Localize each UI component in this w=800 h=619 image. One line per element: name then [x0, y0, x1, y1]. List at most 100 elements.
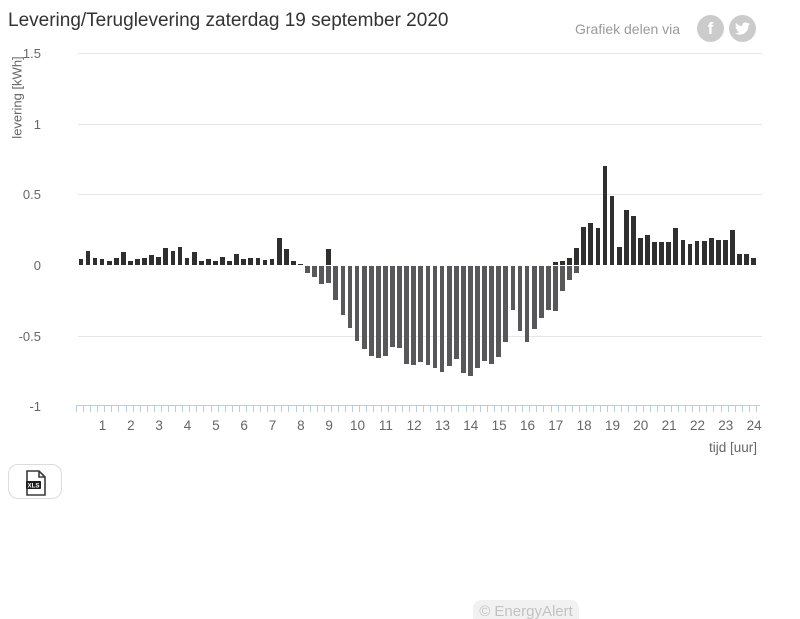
- bar-levering[interactable]: [701, 240, 707, 265]
- bar-teruglevering[interactable]: [574, 266, 580, 274]
- bar-teruglevering[interactable]: [432, 266, 438, 368]
- bar-levering[interactable]: [645, 235, 650, 265]
- bar-teruglevering[interactable]: [538, 266, 544, 319]
- bar-teruglevering[interactable]: [383, 266, 388, 357]
- bar-levering[interactable]: [234, 253, 240, 265]
- bar-teruglevering[interactable]: [404, 266, 410, 364]
- bar-teruglevering[interactable]: [411, 266, 417, 365]
- bar-levering[interactable]: [213, 260, 218, 265]
- bar-levering[interactable]: [177, 246, 183, 265]
- bar-levering[interactable]: [623, 209, 629, 265]
- bar-levering[interactable]: [652, 242, 657, 265]
- bar-levering[interactable]: [602, 166, 608, 265]
- bar-teruglevering[interactable]: [375, 266, 381, 358]
- bar-teruglevering[interactable]: [390, 266, 395, 347]
- bar-levering[interactable]: [687, 243, 693, 265]
- bar-levering[interactable]: [142, 257, 147, 265]
- bar-teruglevering[interactable]: [354, 266, 360, 341]
- bar-teruglevering[interactable]: [545, 266, 551, 310]
- bar-levering[interactable]: [184, 257, 190, 265]
- bar-teruglevering[interactable]: [496, 266, 502, 358]
- bar-levering[interactable]: [588, 222, 594, 265]
- bar-teruglevering[interactable]: [333, 266, 339, 300]
- bar-levering[interactable]: [85, 250, 91, 265]
- bar-teruglevering[interactable]: [340, 266, 346, 316]
- bar-levering[interactable]: [680, 239, 686, 265]
- bar-levering[interactable]: [595, 228, 601, 265]
- bar-levering[interactable]: [255, 257, 261, 265]
- bar-levering[interactable]: [673, 228, 679, 265]
- bar-teruglevering[interactable]: [425, 266, 431, 365]
- bar-teruglevering[interactable]: [397, 266, 402, 348]
- bar-levering[interactable]: [170, 250, 176, 265]
- bar-levering[interactable]: [163, 248, 169, 265]
- bar-levering[interactable]: [120, 252, 126, 265]
- bar-levering[interactable]: [298, 263, 303, 265]
- bar-levering[interactable]: [262, 260, 268, 265]
- bar-levering[interactable]: [744, 254, 750, 265]
- bar-levering[interactable]: [616, 246, 622, 265]
- share-twitter-button[interactable]: [729, 15, 756, 42]
- bar-levering[interactable]: [723, 240, 728, 265]
- bar-levering[interactable]: [553, 262, 558, 265]
- bar-levering[interactable]: [290, 260, 296, 265]
- bar-levering[interactable]: [198, 260, 204, 265]
- bar-teruglevering[interactable]: [305, 266, 310, 274]
- bar-levering[interactable]: [227, 260, 232, 265]
- bar-teruglevering[interactable]: [460, 266, 466, 374]
- bar-levering[interactable]: [276, 238, 282, 265]
- bar-teruglevering[interactable]: [361, 266, 367, 350]
- bar-teruglevering[interactable]: [347, 266, 353, 329]
- bar-levering[interactable]: [326, 249, 332, 265]
- bar-teruglevering[interactable]: [503, 266, 509, 343]
- bar-levering[interactable]: [248, 257, 254, 265]
- bar-teruglevering[interactable]: [524, 266, 530, 343]
- bar-levering[interactable]: [737, 254, 742, 265]
- bar-levering[interactable]: [751, 257, 757, 265]
- bar-levering[interactable]: [659, 242, 665, 265]
- bar-levering[interactable]: [241, 259, 247, 265]
- bar-teruglevering[interactable]: [312, 266, 317, 278]
- download-xls-button[interactable]: XLS: [8, 464, 62, 499]
- bar-levering[interactable]: [128, 260, 133, 265]
- bar-levering[interactable]: [609, 195, 615, 265]
- bar-teruglevering[interactable]: [531, 266, 537, 329]
- bar-teruglevering[interactable]: [489, 266, 495, 365]
- bar-teruglevering[interactable]: [482, 266, 487, 361]
- bar-levering[interactable]: [638, 238, 643, 265]
- bar-levering[interactable]: [106, 260, 112, 265]
- bar-teruglevering[interactable]: [326, 266, 332, 283]
- bar-levering[interactable]: [581, 226, 587, 265]
- bar-levering[interactable]: [730, 230, 735, 265]
- bar-levering[interactable]: [694, 240, 700, 265]
- bar-teruglevering[interactable]: [553, 266, 558, 312]
- bar-levering[interactable]: [99, 259, 105, 265]
- bar-levering[interactable]: [715, 240, 721, 265]
- bar-levering[interactable]: [708, 238, 714, 265]
- bar-levering[interactable]: [78, 259, 84, 265]
- bar-teruglevering[interactable]: [439, 266, 445, 373]
- bar-levering[interactable]: [92, 257, 98, 265]
- bar-levering[interactable]: [574, 248, 580, 265]
- bar-levering[interactable]: [666, 242, 672, 265]
- share-facebook-button[interactable]: f: [697, 15, 724, 42]
- bar-levering[interactable]: [113, 257, 119, 265]
- bar-teruglevering[interactable]: [560, 266, 565, 292]
- bar-teruglevering[interactable]: [319, 266, 325, 285]
- bar-teruglevering[interactable]: [418, 266, 424, 363]
- bar-teruglevering[interactable]: [446, 266, 452, 367]
- bar-teruglevering[interactable]: [567, 266, 572, 281]
- bar-levering[interactable]: [205, 259, 211, 265]
- bar-levering[interactable]: [283, 249, 289, 265]
- bar-teruglevering[interactable]: [468, 266, 473, 377]
- bar-teruglevering[interactable]: [475, 266, 480, 368]
- bar-levering[interactable]: [135, 259, 140, 265]
- bar-teruglevering[interactable]: [368, 266, 374, 357]
- bar-levering[interactable]: [191, 252, 197, 265]
- bar-levering[interactable]: [156, 256, 162, 265]
- bar-levering[interactable]: [269, 259, 275, 265]
- bar-levering[interactable]: [567, 257, 572, 265]
- bar-teruglevering[interactable]: [453, 266, 459, 360]
- bar-levering[interactable]: [560, 260, 565, 265]
- bar-teruglevering[interactable]: [510, 266, 516, 310]
